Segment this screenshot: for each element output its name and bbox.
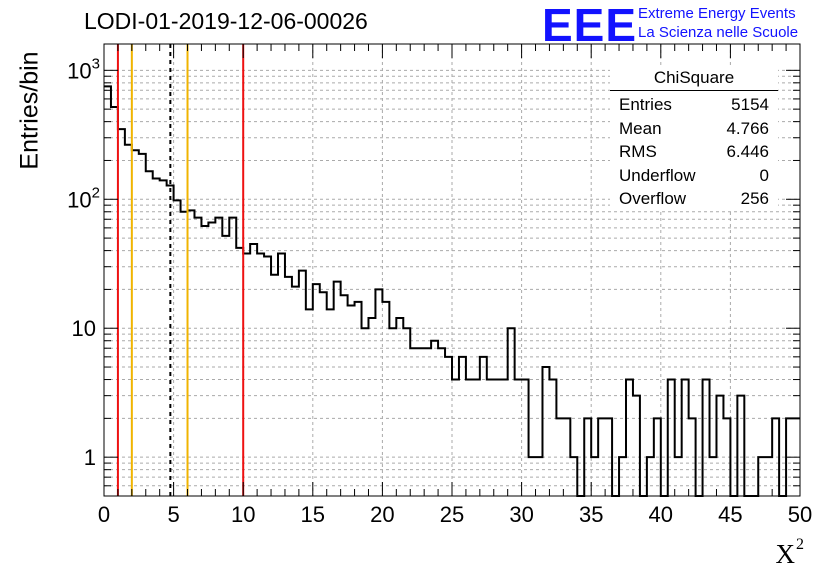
x-tick-label: 25: [440, 502, 464, 527]
axes: [103, 43, 801, 497]
stats-label: Underflow: [619, 165, 696, 185]
stats-value: 0: [759, 165, 769, 185]
x-tick-label: 40: [649, 502, 673, 527]
logo-line-1: Extreme Energy Events: [638, 5, 796, 22]
x-tick-label: 30: [509, 502, 533, 527]
plot-title: LODI-01-2019-12-06-00026: [84, 8, 368, 34]
stats-value: 6.446: [726, 142, 769, 161]
x-tick-label: 5: [167, 502, 179, 527]
x-tick-label: 10: [231, 502, 255, 527]
stats-value: 4.766: [726, 118, 769, 138]
stats-label: Overflow: [619, 189, 687, 208]
stats-row: Mean 4.766: [610, 117, 778, 141]
x-tick-label: 0: [98, 502, 110, 527]
stats-value: 256: [740, 189, 769, 208]
stats-row: Underflow 0: [610, 164, 778, 188]
x-axis-label-text: X: [775, 539, 796, 569]
eee-logo: EEE Extreme Energy Events La Scienza nel…: [542, 0, 798, 51]
stats-label: Mean: [619, 118, 662, 138]
histogram-series: [104, 85, 800, 497]
stats-label: RMS: [619, 142, 657, 161]
x-axis-label-superscript: 2: [796, 536, 804, 553]
tick-labels: 0 5 10 15 20 25 30 35 40 45 50 1 10 102 103: [67, 55, 812, 527]
x-tick-label: 50: [788, 502, 812, 527]
stats-row: Entries 5154: [610, 93, 778, 117]
reference-lines: [116, 44, 245, 496]
stats-title: ChiSquare: [610, 66, 778, 91]
x-axis-label: X2: [776, 536, 805, 570]
x-tick-label: 45: [718, 502, 742, 527]
logo-text: Extreme Energy Events La Scienza nelle S…: [638, 4, 836, 42]
stats-row: RMS 6.446: [610, 140, 778, 164]
stats-row: Overflow 256: [610, 187, 778, 211]
y-axis-label: Entries/bin: [15, 51, 44, 170]
logo-line-2: La Scienza nelle Scuole: [638, 24, 799, 41]
stats-box: ChiSquare Entries 5154 Mean 4.766 RMS 6.446…: [610, 66, 778, 211]
logo-mark: EEE: [542, 0, 638, 51]
y-tick-label: 102: [67, 184, 100, 212]
x-tick-label: 15: [301, 502, 325, 527]
y-tick-label: 103: [67, 55, 100, 83]
stats-label: Entries: [619, 95, 672, 114]
x-tick-label: 35: [579, 502, 603, 527]
x-tick-label: 20: [370, 502, 394, 527]
stats-value: 5154: [731, 95, 769, 114]
y-tick-label: 1: [84, 445, 96, 470]
y-tick-label: 10: [72, 316, 96, 341]
